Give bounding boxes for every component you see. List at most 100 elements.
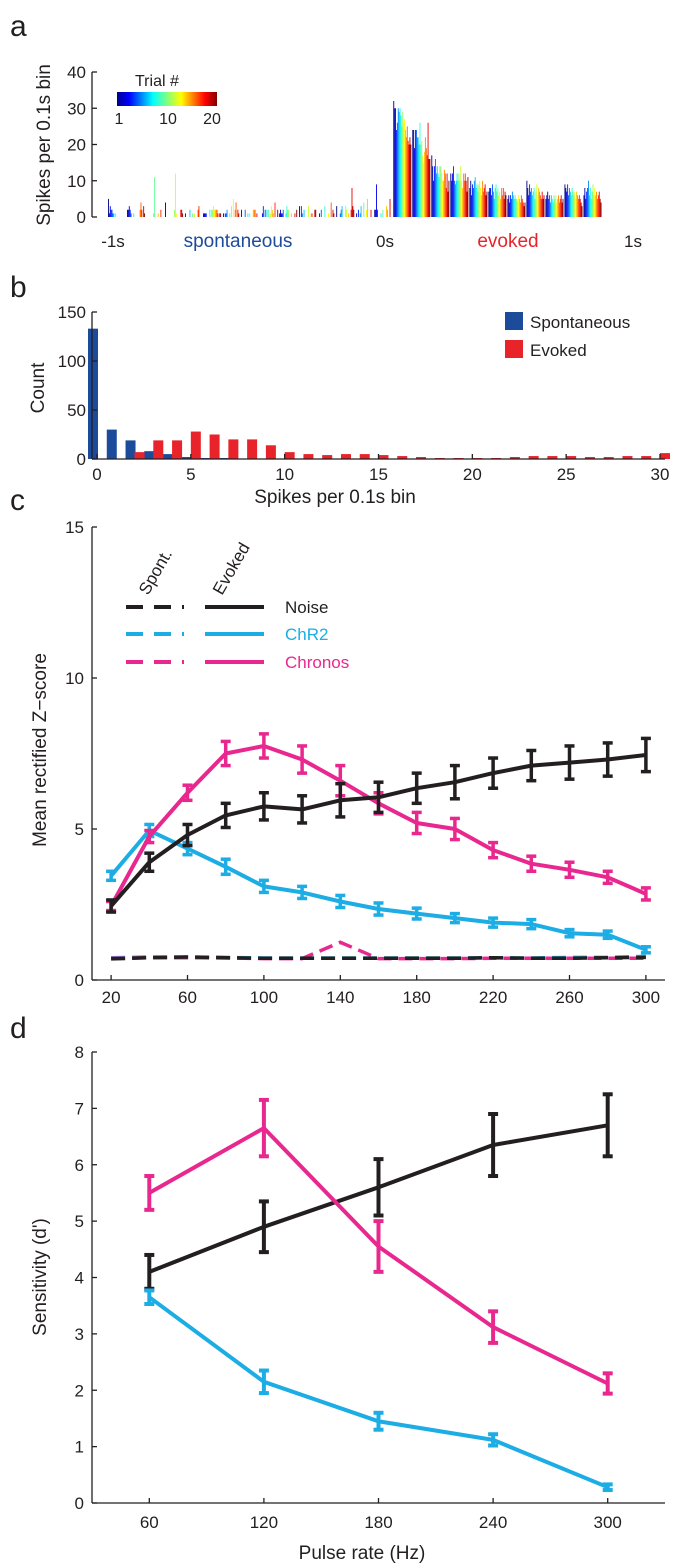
trial-bar <box>180 209 182 217</box>
trial-bar <box>127 209 128 217</box>
spontaneous-bar <box>181 457 192 459</box>
trial-bar <box>360 206 362 218</box>
trial-bar <box>534 198 536 218</box>
panel-c-xtick-label: 180 <box>403 988 431 1007</box>
trial-bar <box>481 180 483 217</box>
colorbar-tick-1: 1 <box>115 111 124 128</box>
legend-noise: Noise <box>126 598 328 617</box>
trial-bar <box>226 209 228 217</box>
evoked-bar <box>153 440 164 459</box>
evoked-bar <box>528 456 539 459</box>
trial-bar <box>579 198 581 218</box>
trial-bar <box>268 209 270 217</box>
trial-bar <box>572 191 574 218</box>
evoked-bar <box>134 452 145 459</box>
trial-bar <box>328 213 329 218</box>
trial-bar <box>473 180 475 217</box>
trial-bar <box>573 195 575 217</box>
trial-bar <box>461 180 463 217</box>
panel-b-xtick-label: 15 <box>369 465 388 484</box>
trial-bar <box>414 148 416 218</box>
trial-bar <box>241 209 243 217</box>
spontaneous-bar <box>88 328 98 459</box>
trial-bar <box>209 209 211 217</box>
trial-bar <box>527 188 529 217</box>
trial-bar <box>529 184 531 218</box>
panel-c-xtick-label: 140 <box>326 988 354 1007</box>
panel-b-xtick-label: 20 <box>463 465 482 484</box>
colorbar-title: Trial # <box>135 73 179 90</box>
evoked-bar <box>397 456 408 459</box>
trial-bar <box>531 195 533 217</box>
trial-bar <box>332 209 334 217</box>
chr2-sensitivity-line <box>148 1295 609 1490</box>
trial-bar <box>346 209 348 217</box>
trial-bar <box>108 213 110 218</box>
trial-bar <box>324 206 326 218</box>
trial-bar <box>398 111 400 218</box>
trial-bar <box>287 209 289 217</box>
trial-bar <box>491 195 492 217</box>
trial-bar <box>436 166 438 217</box>
trial-bar <box>214 209 216 217</box>
panel-d-ytick-label: 2 <box>75 1381 84 1400</box>
trial-bar <box>517 202 519 217</box>
evoked-bar <box>416 457 427 459</box>
trial-bar <box>211 209 213 217</box>
trial-bar <box>463 180 465 217</box>
panel-c-ticks: 20 60 100 140 180 220 260 300 0 5 10 15 <box>65 518 660 1007</box>
trial-bar <box>427 122 429 217</box>
panel-b-ytick-label: 50 <box>67 401 86 420</box>
trial-bar <box>280 209 281 217</box>
trial-bar <box>492 191 494 218</box>
trial-bar <box>471 195 473 217</box>
trial-bar <box>505 195 507 217</box>
trial-bar <box>400 115 402 217</box>
trial-bar <box>514 195 516 217</box>
trial-bar <box>438 177 440 218</box>
legend-chronos: Chronos <box>126 653 349 672</box>
evoked-bar <box>641 456 652 459</box>
trial-bar <box>578 195 580 217</box>
trial-bar <box>562 198 564 218</box>
trial-bar <box>482 191 484 218</box>
trial-bar <box>493 198 495 218</box>
trial-bar <box>545 198 547 218</box>
trial-bar <box>252 209 254 217</box>
trial-bar <box>500 198 501 218</box>
trial-bar <box>404 119 405 218</box>
trial-bar <box>315 209 317 217</box>
trial-bar <box>566 191 568 218</box>
trial-bar <box>299 206 300 218</box>
trial-bar <box>516 198 518 218</box>
trial-bar <box>448 180 450 217</box>
trial-bar <box>591 191 593 218</box>
trial-bar <box>296 209 298 217</box>
evoked-bar <box>378 455 389 459</box>
trial-bar <box>481 195 482 217</box>
trial-bar <box>181 209 183 217</box>
trial-bar <box>519 198 521 218</box>
trial-bar <box>547 191 549 218</box>
trial-bar <box>460 166 462 217</box>
evoked-bar <box>265 445 276 459</box>
trial-bar <box>127 209 129 217</box>
trial-bar <box>532 191 534 218</box>
trial-bar <box>521 198 523 218</box>
trial-bar <box>352 206 354 218</box>
panel-c-xtick-label: 260 <box>555 988 583 1007</box>
trial-bar <box>271 209 273 217</box>
trial-bar <box>265 209 267 217</box>
trial-bar <box>577 195 578 217</box>
trial-bar <box>165 202 166 217</box>
panel-a-ytick-label: 10 <box>67 172 86 191</box>
trial-bar <box>249 213 251 218</box>
panel-a-ytick-label: 0 <box>77 208 86 227</box>
trial-bar <box>141 209 143 217</box>
trial-bar <box>303 209 305 217</box>
trial-bar <box>453 180 455 217</box>
panel-d-lines <box>144 1092 613 1493</box>
panel-d: 60 120 180 240 300 0 1 2 3 4 5 6 7 8 Sensitivity (d')… <box>30 1043 665 1564</box>
colorbar-gradient <box>117 92 217 106</box>
trial-bar <box>389 198 391 218</box>
